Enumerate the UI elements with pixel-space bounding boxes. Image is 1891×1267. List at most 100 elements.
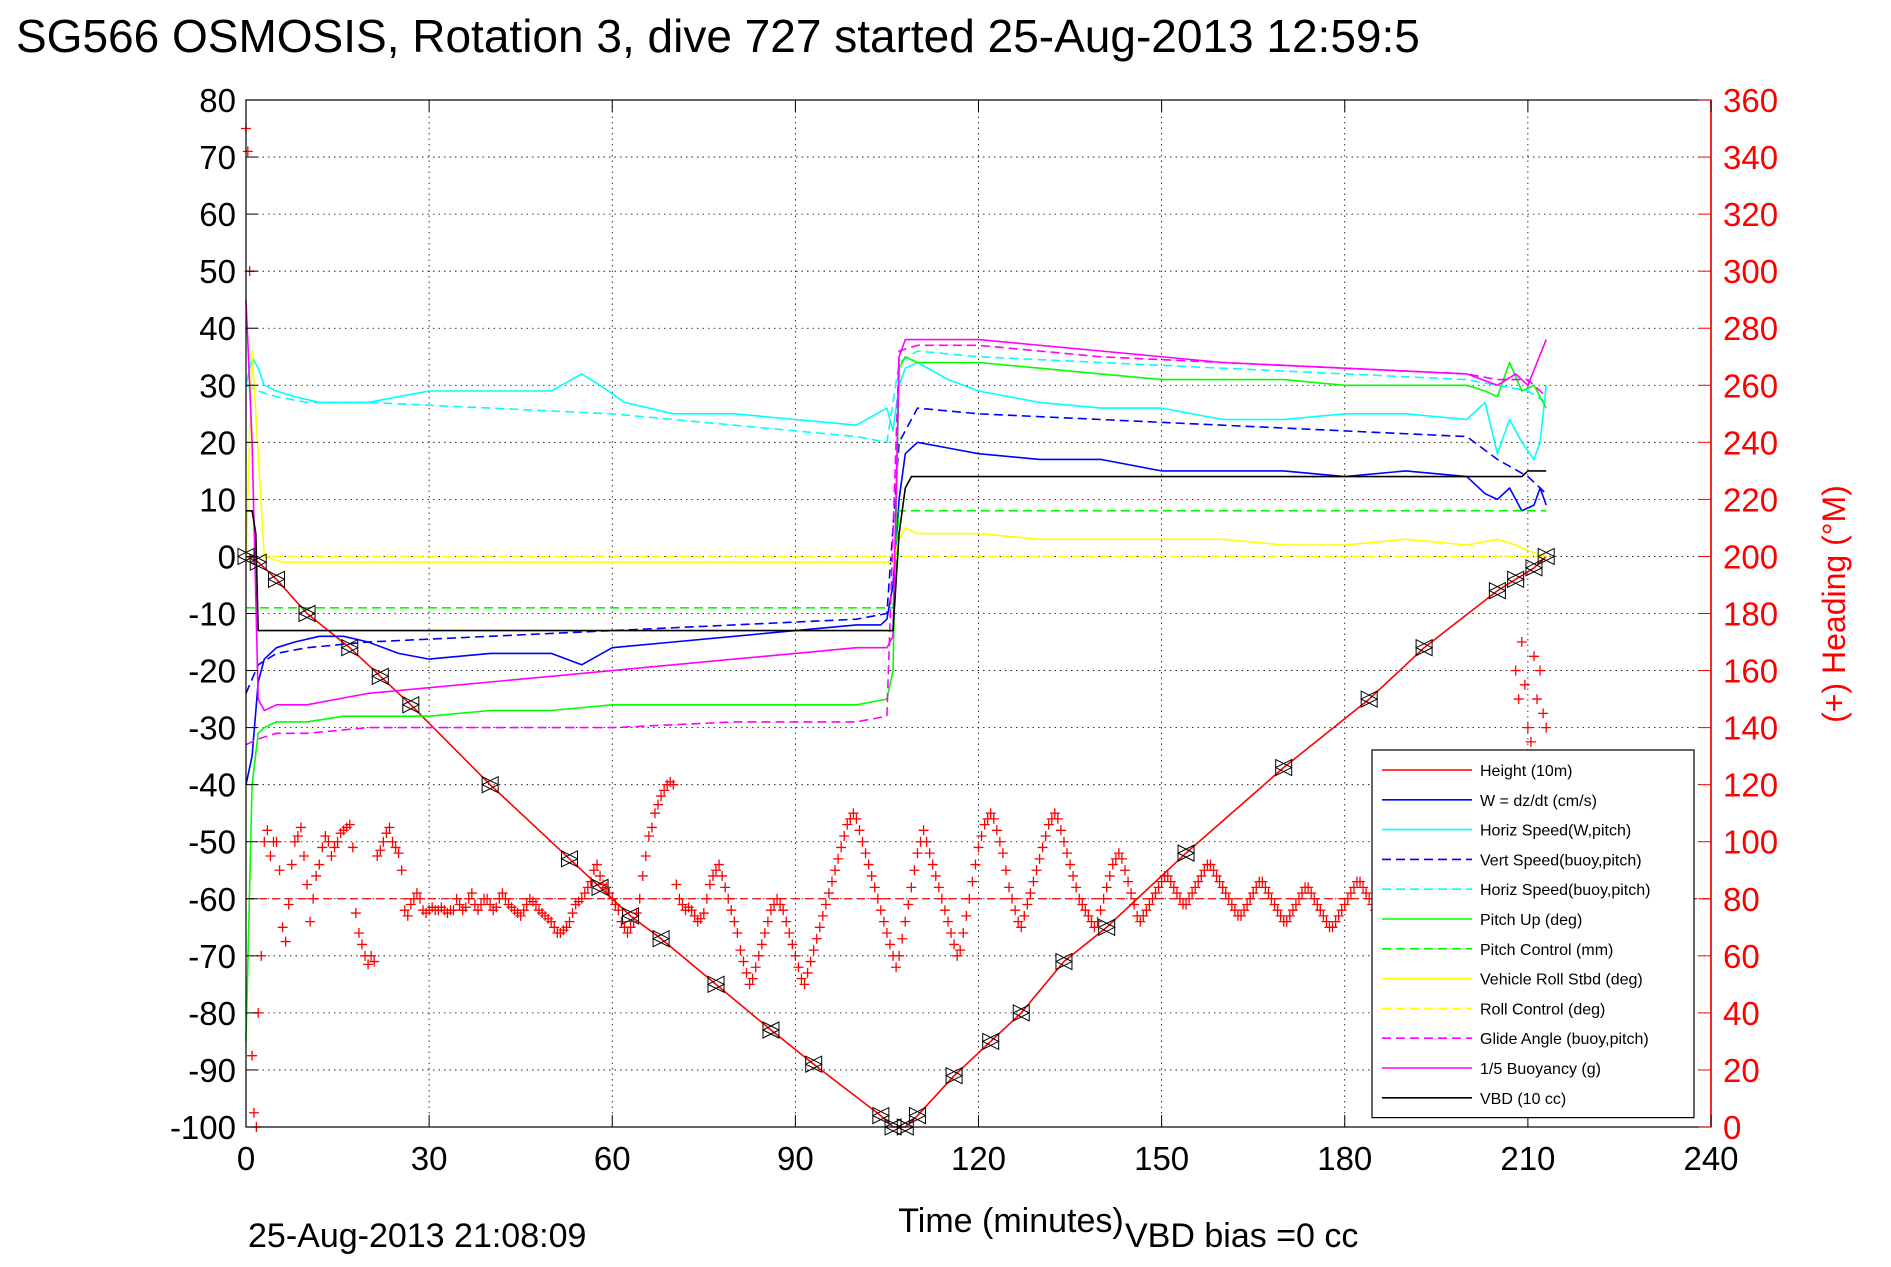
y-tick-label-right: 340 xyxy=(1723,139,1778,176)
heading-point xyxy=(656,791,667,802)
y-tick-label-left: -90 xyxy=(188,1052,236,1089)
heading-point xyxy=(248,1107,259,1118)
heading-point xyxy=(1287,905,1298,916)
heading-point xyxy=(994,836,1005,847)
heading-point xyxy=(964,893,975,904)
heading-point xyxy=(787,939,798,950)
heading-point xyxy=(1058,836,1069,847)
heading-point xyxy=(414,893,425,904)
heading-point xyxy=(242,146,253,157)
heading-point xyxy=(830,865,841,876)
heading-point xyxy=(842,819,853,830)
heading-point xyxy=(1049,808,1060,819)
heading-point xyxy=(732,928,743,939)
heading-point xyxy=(320,831,331,842)
heading-point xyxy=(1016,922,1027,933)
heading-point xyxy=(1083,910,1094,921)
heading-point xyxy=(1089,922,1100,933)
heading-point xyxy=(946,928,957,939)
heading-point xyxy=(564,916,575,927)
heading-point xyxy=(973,842,984,853)
y-tick-label-left: -30 xyxy=(188,710,236,747)
heading-point xyxy=(262,825,273,836)
depth-marker xyxy=(944,1066,964,1085)
heading-point xyxy=(723,893,734,904)
x-tick-label: 90 xyxy=(777,1140,814,1177)
footer-timestamp: 25-Aug-2013 21:08:09 xyxy=(248,1217,586,1255)
heading-point xyxy=(277,922,288,933)
heading-point xyxy=(1098,893,1109,904)
heading-point xyxy=(305,916,316,927)
y-tick-label-left: -100 xyxy=(170,1109,236,1146)
heading-point xyxy=(711,865,722,876)
heading-point xyxy=(1156,876,1167,887)
depth-marker xyxy=(1537,547,1556,566)
heading-point xyxy=(405,899,416,910)
heading-point xyxy=(610,899,621,910)
heading-point xyxy=(1281,916,1292,927)
heading-point xyxy=(970,859,981,870)
heading-point xyxy=(1330,916,1341,927)
heading-point xyxy=(653,799,664,810)
heading-point xyxy=(897,933,908,944)
heading-point xyxy=(808,945,819,956)
y-tick-label-left: 40 xyxy=(199,310,236,347)
heading-point xyxy=(1229,905,1240,916)
heading-point xyxy=(1239,905,1250,916)
heading-point xyxy=(704,879,715,890)
heading-point xyxy=(283,899,294,910)
y-tick-label-right: 60 xyxy=(1723,938,1760,975)
heading-point xyxy=(1150,888,1161,899)
heading-point xyxy=(659,785,670,796)
depth-marker xyxy=(621,907,640,925)
legend-label-3: Horiz Speed(W,pitch) xyxy=(1480,823,1631,840)
heading-point xyxy=(1116,853,1127,864)
heading-point xyxy=(811,933,822,944)
heading-point xyxy=(1361,888,1372,899)
heading-point xyxy=(1535,665,1546,676)
heading-point xyxy=(1022,899,1033,910)
heading-point xyxy=(1348,882,1359,893)
legend-label-12: VBD (10 cc) xyxy=(1480,1091,1566,1108)
y-tick-label-right: 320 xyxy=(1723,196,1778,233)
heading-point xyxy=(378,836,389,847)
heading-point xyxy=(827,876,837,887)
heading-point xyxy=(1211,870,1222,881)
heading-point xyxy=(280,936,291,947)
heading-point xyxy=(1220,888,1231,899)
depth-marker xyxy=(267,570,286,589)
heading-point xyxy=(1184,893,1195,904)
x-tick-label: 150 xyxy=(1134,1140,1189,1177)
x-tick-label: 210 xyxy=(1500,1140,1555,1177)
heading-point xyxy=(1245,893,1256,904)
heading-point xyxy=(1126,888,1137,899)
heading-point xyxy=(1522,722,1533,733)
heading-point xyxy=(1528,651,1539,662)
heading-point xyxy=(729,916,740,927)
heading-point xyxy=(878,916,889,927)
heading-point xyxy=(823,888,834,899)
series-line-3 xyxy=(245,355,1547,461)
heading-point xyxy=(1010,905,1021,916)
heading-point xyxy=(1257,876,1268,887)
heading-point xyxy=(1147,893,1158,904)
legend-label-6: Pitch Up (deg) xyxy=(1480,912,1582,929)
depth-marker xyxy=(651,929,671,948)
legend-label-4: Vert Speed(buoy,pitch) xyxy=(1480,852,1642,869)
heading-point xyxy=(518,905,529,916)
heading-point xyxy=(613,905,624,916)
heading-point xyxy=(637,870,648,881)
x-tick-label: 180 xyxy=(1317,1140,1372,1177)
heading-point xyxy=(582,882,593,893)
heading-point xyxy=(1223,893,1234,904)
heading-point xyxy=(857,836,868,847)
heading-point xyxy=(311,870,322,881)
heading-point xyxy=(350,908,361,919)
heading-point xyxy=(326,850,337,861)
heading-point xyxy=(1101,882,1112,893)
heading-point xyxy=(402,910,413,921)
heading-point xyxy=(668,779,679,790)
heading-point xyxy=(1208,865,1219,876)
